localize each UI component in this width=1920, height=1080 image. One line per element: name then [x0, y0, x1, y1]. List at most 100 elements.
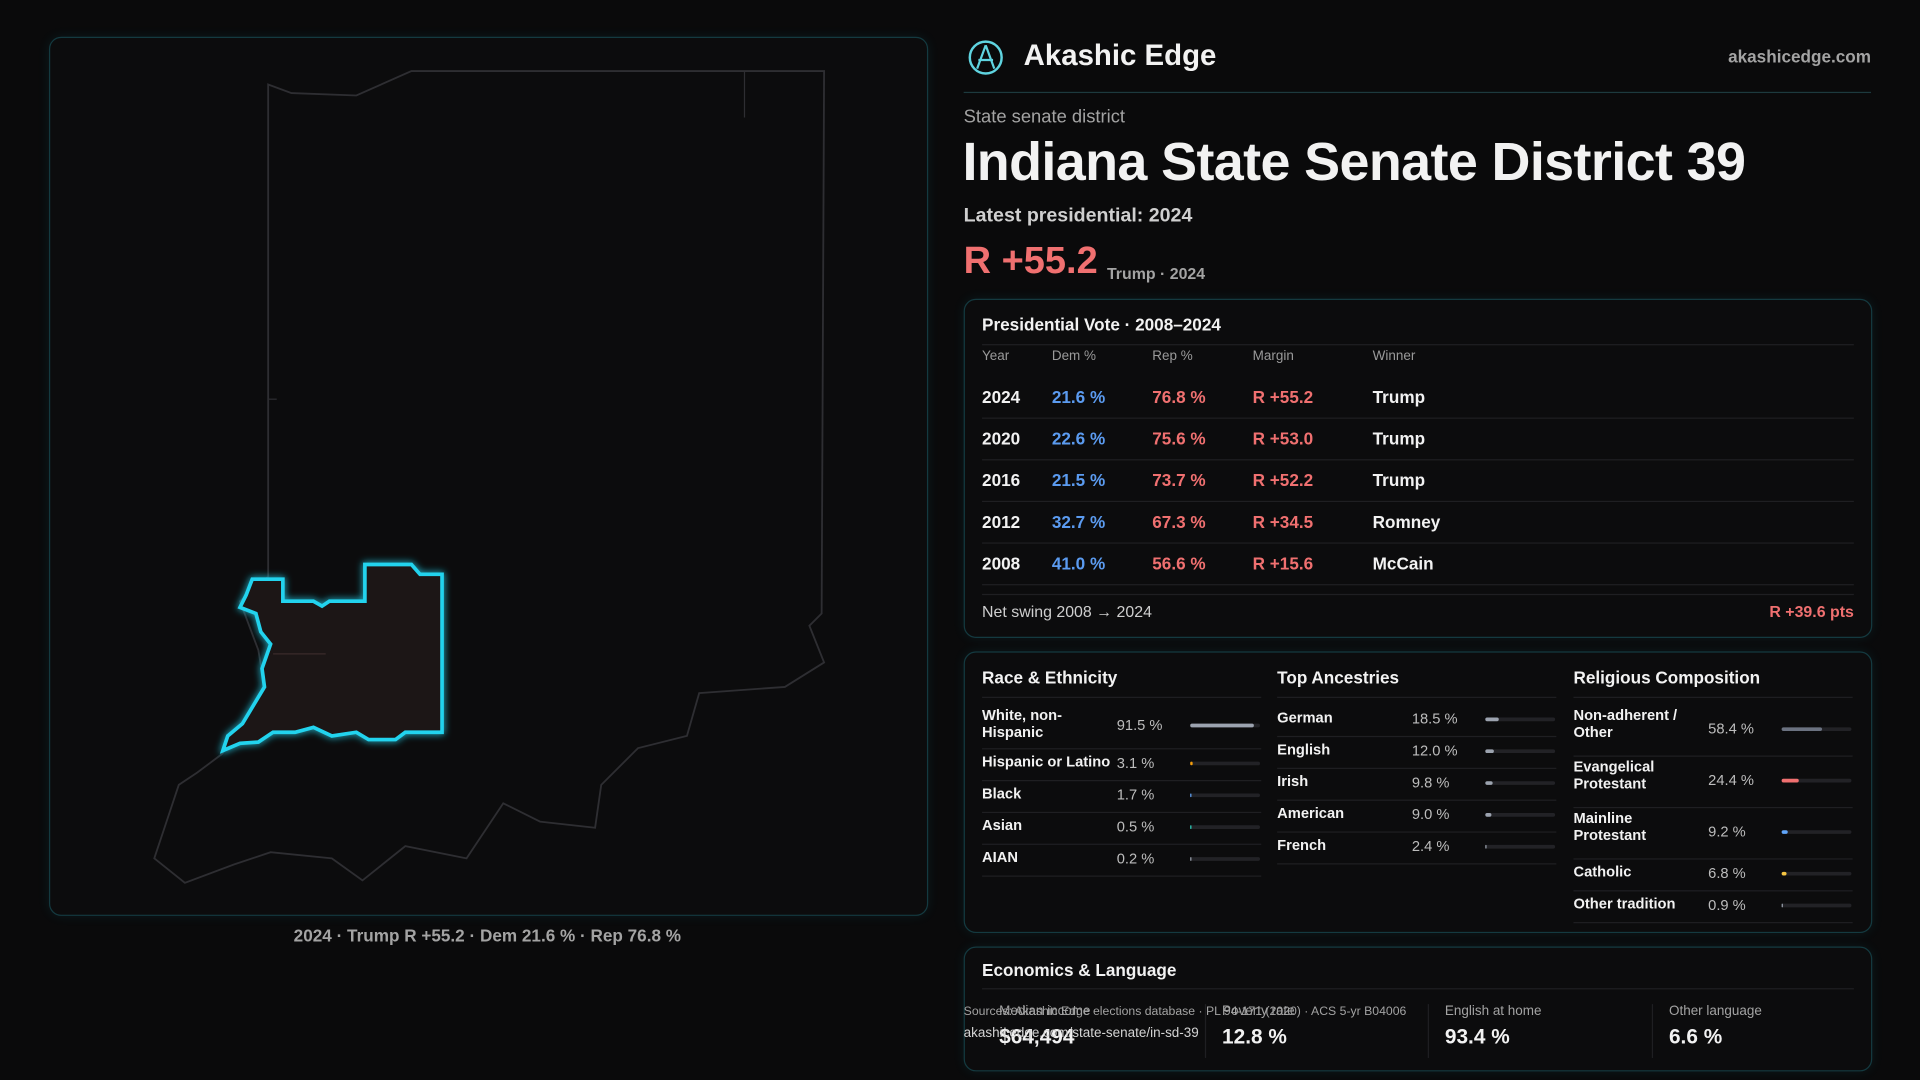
column-header: Winner — [1372, 348, 1416, 364]
row-label: German — [1277, 708, 1333, 727]
site-link[interactable]: akashicedge.com — [1728, 46, 1872, 67]
group-title: Top Ancestries — [1277, 667, 1400, 687]
race-group: Race & Ethnicity White, non-Hispanic 91.5 … — [982, 667, 1262, 877]
bar — [1485, 717, 1499, 722]
bar — [1485, 844, 1487, 849]
bar-row: White, non-Hispanic 91.5 % — [982, 704, 1262, 750]
table-row: 2020 22.6 % 75.6 % R +53.0 Trump — [982, 418, 1854, 461]
row-label: Black — [982, 784, 1022, 803]
margin-big: R +55.2 — [963, 238, 1098, 282]
column-header: Year — [982, 348, 1010, 364]
bar-track — [1485, 813, 1556, 817]
stat-value: 93.4 % — [1444, 1024, 1510, 1049]
sources: Sources: Akashic Edge elections database… — [963, 1005, 1407, 1019]
row-value: 9.0 % — [1411, 805, 1450, 823]
bar-row: Mainline Protestant 9.2 % — [1573, 807, 1853, 860]
column-header: Rep % — [1152, 348, 1193, 364]
row-label: AIAN — [982, 848, 1018, 866]
stat-cell: Poverty rate 12.8 % — [1222, 1004, 1295, 1049]
stat-cell: English at home 93.4 % — [1445, 1004, 1542, 1049]
divider — [1651, 1004, 1654, 1058]
bar — [1485, 781, 1493, 785]
table-cell: 21.5 % — [1051, 470, 1106, 490]
row-label: Non-adherent / Other — [1573, 706, 1678, 741]
bar-track — [1781, 727, 1852, 732]
stat-value: 6.6 % — [1668, 1024, 1723, 1049]
divider — [1573, 696, 1853, 698]
stat-label: English at home — [1444, 1004, 1542, 1019]
table-cell: Romney — [1372, 511, 1441, 532]
stat-cell: Other language 6.6 % — [1669, 1004, 1762, 1049]
row-value: 0.5 % — [1116, 817, 1155, 836]
row-value: 3.1 % — [1116, 754, 1155, 772]
stat-cell: Median income $64,494 — [999, 1004, 1090, 1049]
divider — [982, 344, 1854, 346]
table-cell: 2024 — [982, 386, 1021, 407]
presidential-panel: Presidential Vote · 2008–2024 Year Dem % R… — [963, 298, 1873, 638]
table-cell: 21.6 % — [1051, 386, 1106, 407]
table-cell: McCain — [1372, 553, 1434, 574]
bar — [1781, 830, 1789, 834]
table-header: Year Dem % Rep % Margin Winner — [982, 349, 1854, 376]
column-header: Margin — [1252, 348, 1294, 364]
table-cell: 32.7 % — [1051, 511, 1106, 532]
bar-track — [1190, 857, 1261, 861]
bar — [1781, 903, 1783, 908]
stat-label: Poverty rate — [1222, 1004, 1295, 1019]
bar-track — [1781, 871, 1852, 876]
bar-track — [1190, 761, 1261, 766]
stat-label: Other language — [1668, 1004, 1762, 1019]
divider — [982, 593, 1854, 596]
table-cell: 67.3 % — [1152, 511, 1206, 532]
row-value: 6.8 % — [1708, 864, 1746, 882]
bar-track — [1485, 844, 1556, 849]
table-cell: 2008 — [982, 553, 1021, 574]
map-caption: 2024 · Trump R +55.2 · Dem 21.6 % · Rep … — [293, 925, 682, 946]
bar-row: French 2.4 % — [1277, 831, 1557, 865]
stat-label: Median income — [999, 1004, 1091, 1019]
group-title: Religious Composition — [1573, 667, 1761, 687]
district-shape[interactable] — [219, 562, 444, 754]
bar-row: Catholic 6.8 % — [1573, 858, 1853, 892]
bar-row: Evangelical Protestant 24.4 % — [1573, 756, 1853, 809]
bar-track — [1190, 825, 1261, 829]
bar — [1485, 813, 1492, 817]
page-url[interactable]: akashicedge.com/state-senate/in-sd-39 — [963, 1026, 1199, 1041]
row-label: English — [1277, 740, 1331, 758]
row-label: Other tradition — [1573, 895, 1676, 913]
table-cell: 73.7 % — [1152, 470, 1206, 490]
bar — [1781, 727, 1823, 732]
bar-track — [1485, 781, 1556, 785]
latest-label: Latest presidential: 2024 — [963, 205, 1193, 227]
row-value: 18.5 % — [1411, 710, 1458, 728]
row-value: 91.5 % — [1116, 716, 1163, 734]
bar — [1190, 723, 1255, 728]
row-value: 2.4 % — [1411, 837, 1450, 855]
table-cell: Trump — [1372, 428, 1426, 449]
group-title: Race & Ethnicity — [982, 667, 1118, 687]
economics-panel: Economics & Language Median income $64,49… — [963, 946, 1873, 1072]
table-row: 2012 32.7 % 67.3 % R +34.5 Romney — [982, 501, 1854, 544]
logo — [968, 40, 1003, 75]
bar — [1485, 749, 1494, 754]
ancestry-group: Top Ancestries German 18.5 % English 12.0 % I… — [1277, 667, 1557, 865]
brand: Akashic Edge — [1023, 39, 1217, 73]
bar-track — [1781, 778, 1852, 783]
table-row: 2008 41.0 % 56.6 % R +15.6 McCain — [982, 542, 1854, 586]
table-cell: 75.6 % — [1152, 428, 1206, 449]
bar-row: English 12.0 % — [1277, 736, 1557, 769]
bar-track — [1190, 723, 1261, 728]
bar — [1781, 778, 1799, 783]
swing-value: R +39.6 pts — [1769, 602, 1854, 621]
panel-title: Economics & Language — [982, 960, 1177, 980]
table-cell: 56.6 % — [1152, 553, 1206, 574]
bar-track — [1781, 903, 1852, 908]
row-value: 0.9 % — [1708, 896, 1746, 914]
table-cell: R +53.0 — [1252, 428, 1314, 449]
row-label: Catholic — [1573, 863, 1632, 881]
bar-track — [1485, 749, 1556, 754]
table-cell: R +34.5 — [1252, 511, 1314, 532]
bar-row: Hispanic or Latino 3.1 % — [982, 748, 1262, 782]
